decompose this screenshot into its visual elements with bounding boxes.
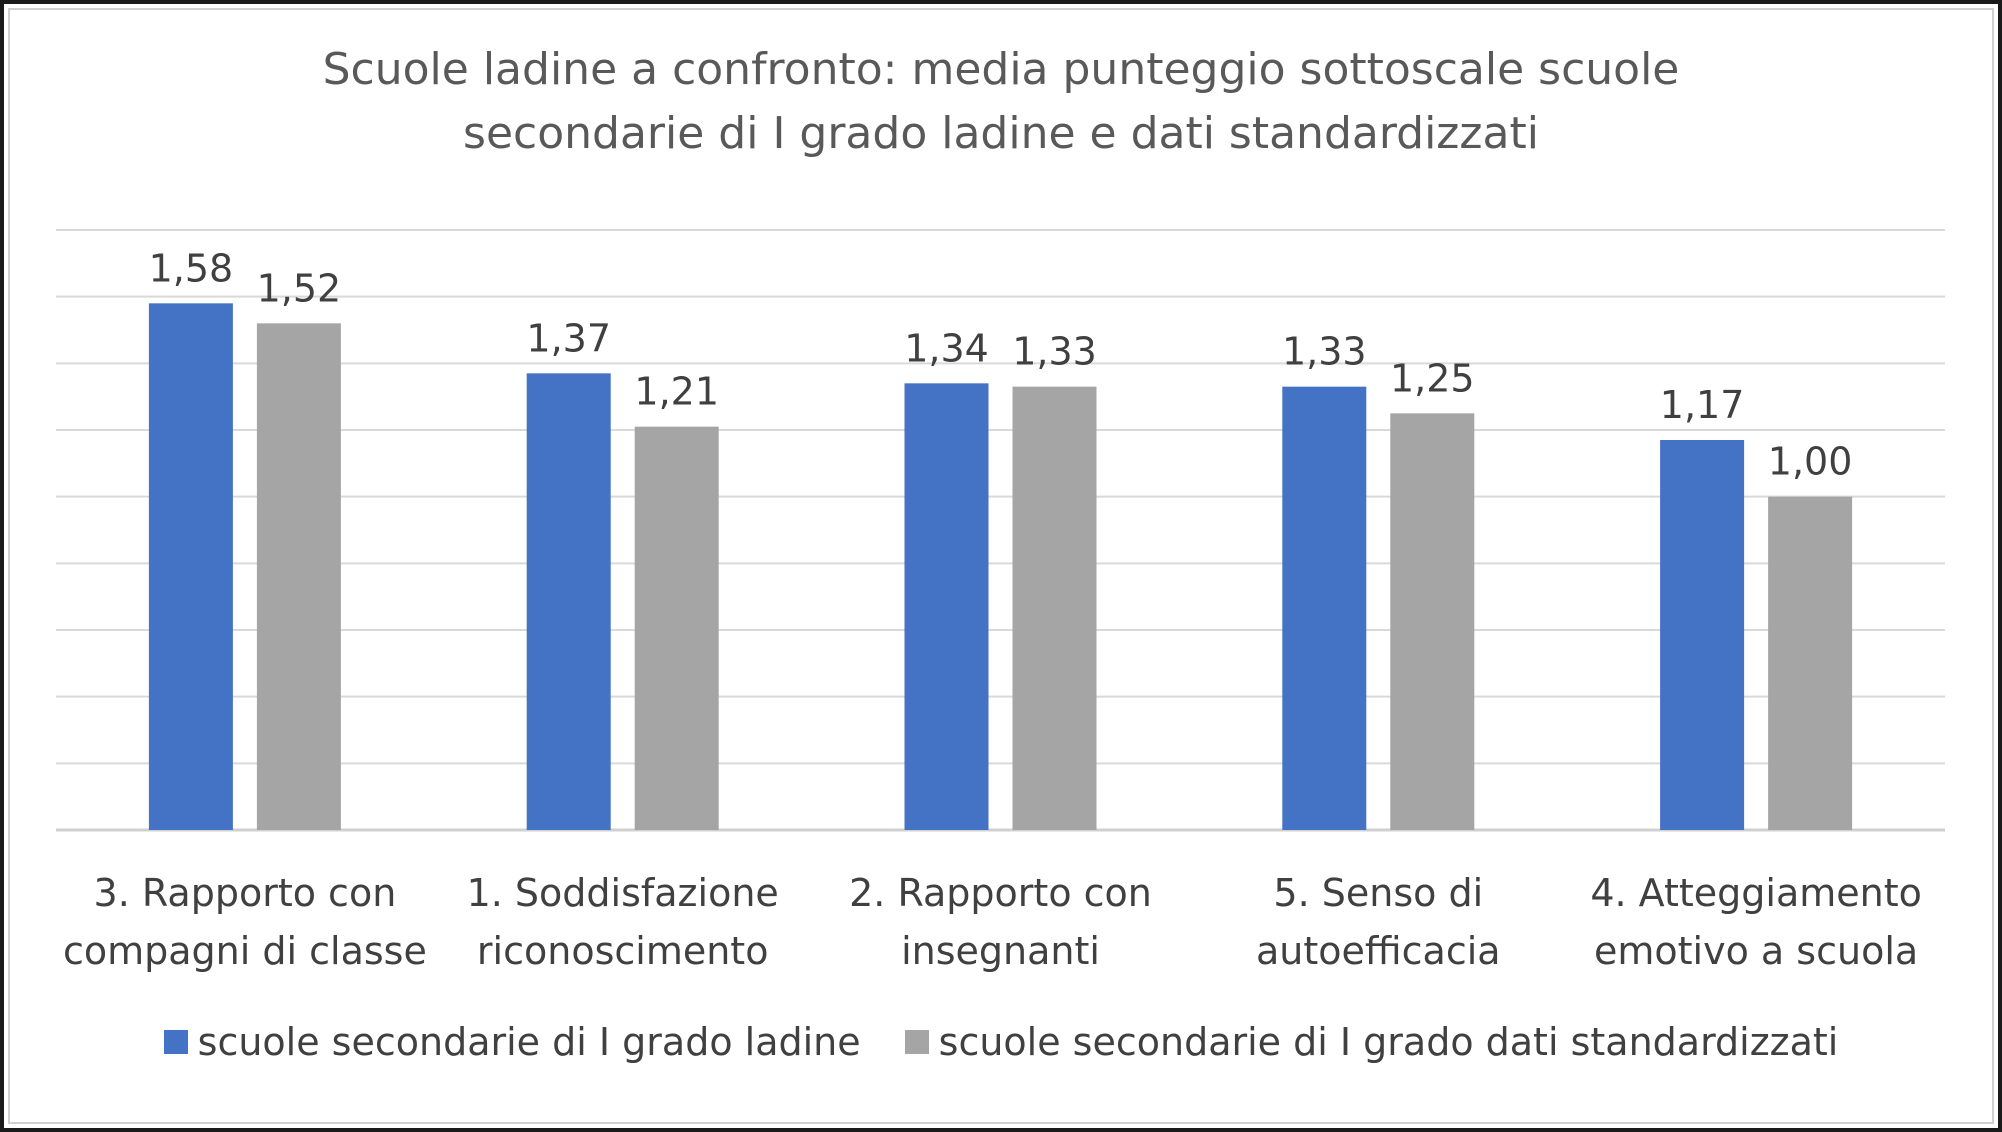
- data-label-series-1-cat-1: 1,58: [149, 246, 234, 290]
- x-tick-label-cat-2-line-1: 1. Soddisfazione: [467, 871, 779, 915]
- chart-title-line-2: secondarie di I grado ladine e dati stan…: [463, 108, 1539, 159]
- data-label-series-1-cat-3: 1,34: [904, 326, 989, 370]
- x-tick-label-cat-3-line-2: insegnanti: [901, 929, 1100, 973]
- x-tick-label-cat-4-line-1: 5. Senso di: [1273, 871, 1483, 915]
- bar-series-1-cat-3: [904, 383, 989, 830]
- x-tick-label-cat-3-line-1: 2. Rapporto con: [849, 871, 1152, 915]
- chart-title: Scuole ladine a confronto: media puntegg…: [0, 38, 2002, 166]
- chart-legend: scuole secondarie di I grado ladine scuo…: [0, 1020, 2002, 1064]
- data-label-series-2-cat-4: 1,25: [1390, 356, 1475, 400]
- legend-swatch-series-2: [904, 1030, 929, 1054]
- data-label-series-2-cat-5: 1,00: [1768, 440, 1853, 484]
- chart-title-line-1: Scuole ladine a confronto: media puntegg…: [322, 44, 1680, 95]
- data-label-series-1-cat-2: 1,37: [526, 316, 611, 360]
- data-label-series-1-cat-5: 1,17: [1660, 383, 1745, 427]
- bar-series-1-cat-4: [1282, 386, 1367, 830]
- data-label-series-2-cat-2: 1,21: [634, 370, 719, 414]
- bar-series-2-cat-3: [1012, 386, 1097, 830]
- bar-series-2-cat-4: [1390, 413, 1475, 830]
- x-tick-label-cat-5-line-2: emotivo a scuola: [1594, 929, 1918, 973]
- bar-series-2-cat-2: [634, 426, 719, 830]
- bar-series-1-cat-2: [526, 373, 611, 830]
- bar-series-1-cat-5: [1660, 440, 1745, 830]
- x-tick-label-cat-1-line-2: compagni di classe: [63, 929, 427, 973]
- x-tick-label-cat-5-line-1: 4. Atteggiamento: [1590, 871, 1922, 915]
- data-label-series-1-cat-4: 1,33: [1282, 330, 1367, 374]
- x-tick-label-cat-2-line-2: riconoscimento: [477, 929, 769, 973]
- legend-label-series-1: scuole secondarie di I grado ladine: [197, 1020, 861, 1064]
- x-tick-label-cat-1-line-1: 3. Rapporto con: [94, 871, 397, 915]
- data-label-series-2-cat-1: 1,52: [257, 266, 342, 310]
- bar-series-2-cat-5: [1768, 496, 1853, 830]
- bar-series-1-cat-1: [148, 303, 233, 830]
- legend-label-series-2: scuole secondarie di I grado dati standa…: [938, 1020, 1839, 1064]
- legend-swatch-series-1: [163, 1030, 188, 1054]
- chart-area-border: [8, 8, 1994, 1124]
- x-tick-label-cat-4-line-2: autoefficacia: [1256, 929, 1501, 973]
- legend-item-series-2: scuole secondarie di I grado dati standa…: [904, 1020, 1839, 1064]
- bar-series-2-cat-1: [256, 323, 341, 830]
- data-label-series-2-cat-3: 1,33: [1012, 330, 1097, 374]
- legend-item-series-1: scuole secondarie di I grado ladine: [163, 1020, 861, 1064]
